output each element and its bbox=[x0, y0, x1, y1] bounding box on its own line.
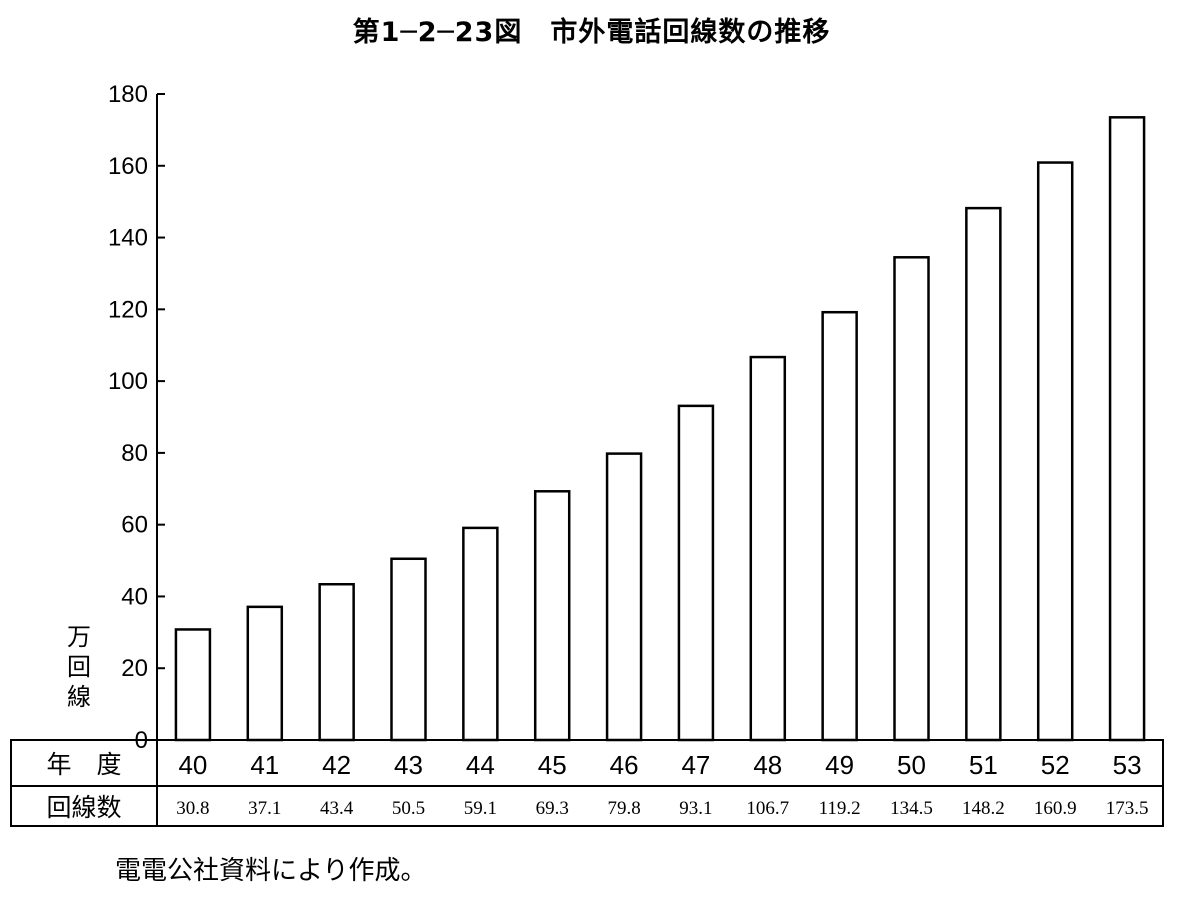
x-category-label: 50 bbox=[897, 750, 926, 780]
y-tick-label: 20 bbox=[121, 655, 148, 682]
bar bbox=[462, 526, 499, 742]
value-label: 93.1 bbox=[679, 798, 712, 819]
bar bbox=[1036, 161, 1074, 742]
x-category-label: 43 bbox=[394, 750, 423, 780]
table-header-year: 年 度 bbox=[46, 750, 121, 779]
bar bbox=[749, 355, 787, 742]
value-label: 173.5 bbox=[1106, 798, 1149, 819]
y-axis-unit-label: 万 回 線 bbox=[64, 622, 94, 712]
y-tick-label: 140 bbox=[108, 225, 148, 252]
x-category-label: 44 bbox=[466, 750, 495, 780]
table-header-count: 回線数 bbox=[46, 793, 121, 822]
y-tick-label: 40 bbox=[121, 583, 148, 610]
value-label: 148.2 bbox=[962, 798, 1005, 819]
bar bbox=[893, 256, 930, 742]
value-label: 37.1 bbox=[248, 798, 281, 819]
y-tick-label: 120 bbox=[108, 296, 148, 323]
x-category-label: 51 bbox=[969, 750, 998, 780]
value-label: 50.5 bbox=[392, 798, 425, 819]
value-label: 119.2 bbox=[819, 798, 861, 819]
x-category-label: 45 bbox=[538, 750, 567, 780]
bar bbox=[174, 628, 212, 742]
y-tick-label: 100 bbox=[108, 368, 148, 395]
value-label: 69.3 bbox=[536, 798, 569, 819]
y-tick-label: 80 bbox=[121, 440, 148, 467]
x-category-label: 52 bbox=[1041, 750, 1070, 780]
x-category-label: 40 bbox=[178, 750, 207, 780]
value-label: 43.4 bbox=[320, 798, 354, 819]
chart-title: 第1─2─23図 市外電話回線数の推移 bbox=[352, 17, 831, 48]
x-category-label: 47 bbox=[681, 750, 710, 780]
x-category-label: 48 bbox=[753, 750, 782, 780]
unit-char-2: 回 bbox=[67, 653, 91, 681]
y-tick-label: 180 bbox=[108, 81, 148, 108]
value-label: 106.7 bbox=[746, 798, 789, 819]
value-label: 134.5 bbox=[890, 798, 933, 819]
bar bbox=[533, 490, 571, 742]
bar bbox=[1108, 116, 1146, 742]
x-category-label: 42 bbox=[322, 750, 351, 780]
unit-char-1: 万 bbox=[67, 623, 91, 651]
x-category-label: 49 bbox=[825, 750, 854, 780]
source-note: 電電公社資料により作成。 bbox=[115, 856, 427, 886]
bar bbox=[390, 557, 427, 742]
unit-char-3: 線 bbox=[67, 683, 91, 711]
value-label: 59.1 bbox=[464, 798, 497, 819]
bar bbox=[246, 605, 284, 742]
bar bbox=[318, 582, 355, 742]
table-border bbox=[10, 739, 1164, 827]
y-tick-label: 60 bbox=[121, 512, 148, 539]
value-label: 30.8 bbox=[176, 798, 209, 819]
value-label: 160.9 bbox=[1034, 798, 1077, 819]
bar bbox=[605, 452, 643, 742]
y-tick-label: 160 bbox=[108, 153, 148, 180]
bar bbox=[821, 310, 858, 742]
bar bbox=[677, 404, 715, 742]
x-category-label: 41 bbox=[250, 750, 279, 780]
bar bbox=[965, 206, 1002, 742]
value-label: 79.8 bbox=[607, 798, 640, 819]
x-category-label: 53 bbox=[1113, 750, 1142, 780]
bars bbox=[174, 116, 1146, 742]
x-category-label: 46 bbox=[610, 750, 639, 780]
